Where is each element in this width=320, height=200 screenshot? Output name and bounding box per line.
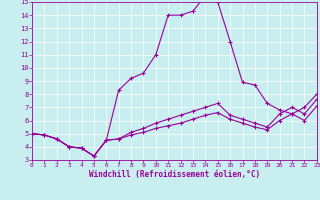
X-axis label: Windchill (Refroidissement éolien,°C): Windchill (Refroidissement éolien,°C) — [89, 170, 260, 179]
